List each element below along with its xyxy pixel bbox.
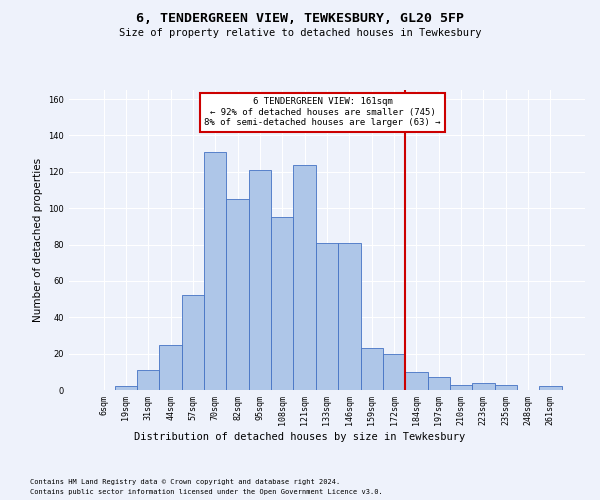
Text: 6, TENDERGREEN VIEW, TEWKESBURY, GL20 5FP: 6, TENDERGREEN VIEW, TEWKESBURY, GL20 5F… — [136, 12, 464, 26]
Text: Contains HM Land Registry data © Crown copyright and database right 2024.: Contains HM Land Registry data © Crown c… — [30, 479, 340, 485]
Bar — [115, 386, 137, 390]
Bar — [316, 242, 338, 390]
Text: Distribution of detached houses by size in Tewkesbury: Distribution of detached houses by size … — [134, 432, 466, 442]
Bar — [137, 370, 160, 390]
Bar — [182, 296, 204, 390]
Text: Size of property relative to detached houses in Tewkesbury: Size of property relative to detached ho… — [119, 28, 481, 38]
Bar — [361, 348, 383, 390]
Bar — [271, 218, 293, 390]
Bar — [160, 344, 182, 390]
Bar — [428, 378, 450, 390]
Bar — [293, 164, 316, 390]
Bar — [383, 354, 405, 390]
Bar — [450, 384, 472, 390]
Text: 6 TENDERGREEN VIEW: 161sqm
← 92% of detached houses are smaller (745)
8% of semi: 6 TENDERGREEN VIEW: 161sqm ← 92% of deta… — [204, 98, 441, 127]
Bar — [472, 382, 494, 390]
Bar — [405, 372, 428, 390]
Bar — [539, 386, 562, 390]
Bar — [226, 199, 249, 390]
Text: Contains public sector information licensed under the Open Government Licence v3: Contains public sector information licen… — [30, 489, 383, 495]
Bar — [204, 152, 226, 390]
Y-axis label: Number of detached properties: Number of detached properties — [33, 158, 43, 322]
Bar — [494, 384, 517, 390]
Bar — [249, 170, 271, 390]
Bar — [338, 242, 361, 390]
